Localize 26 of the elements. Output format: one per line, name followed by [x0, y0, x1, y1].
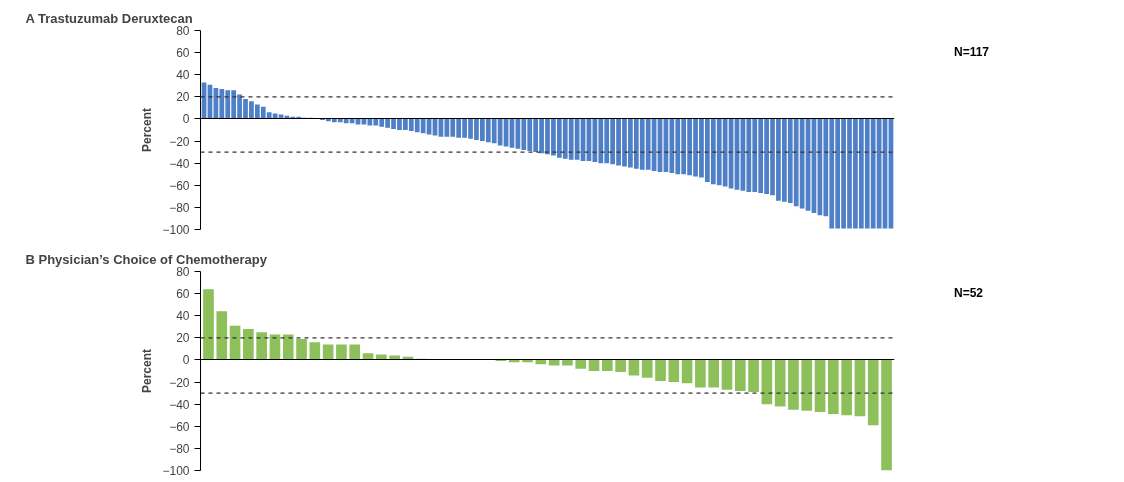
y-tick-label: 0: [182, 112, 190, 127]
y-tick-label: 80: [176, 24, 190, 38]
y-tick-label: 20: [176, 90, 190, 105]
y-tick-label: 40: [176, 309, 190, 324]
y-tick-label: −100: [162, 223, 190, 237]
y-tick-label: 0: [182, 353, 190, 368]
y-tick-label: −20: [169, 134, 190, 149]
y-tick-label: −60: [169, 178, 190, 193]
y-axis-title: Percent: [140, 348, 155, 394]
y-tick-label: −40: [169, 397, 190, 412]
chart-title: A Trastuzumab Deruxtecan: [25, 10, 193, 26]
y-tick-label: 60: [176, 46, 190, 61]
text: N=52: [954, 285, 984, 302]
y-tick-label: 20: [176, 331, 190, 346]
y-tick-label: −100: [162, 464, 190, 478]
y-tick-label: −80: [169, 200, 190, 215]
y-tick-label: −60: [169, 419, 190, 434]
chart-title: B Physician’s Choice of Chemotherapy: [25, 251, 268, 267]
y-tick-label: 80: [176, 265, 190, 279]
text: N=117: [954, 44, 990, 61]
y-tick-label: −40: [169, 156, 190, 171]
y-tick-label: −80: [169, 441, 190, 456]
y-tick-label: 40: [176, 68, 190, 83]
y-tick-label: −20: [169, 375, 190, 390]
y-tick-label: 60: [176, 287, 190, 302]
y-axis-title: Percent: [140, 107, 155, 153]
